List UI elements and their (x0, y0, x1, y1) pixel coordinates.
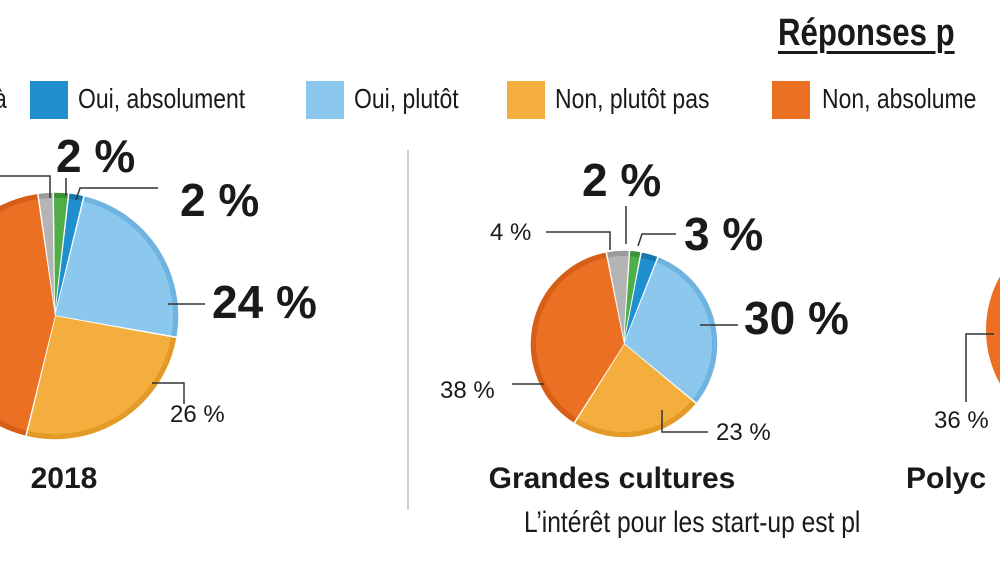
pie3-caption: Polyc (906, 462, 986, 495)
pie3-label-non-absolument: 36 % (934, 407, 989, 434)
pie2-label-sans-reponse: 4 % (490, 219, 531, 246)
pie-chart-polyc (986, 276, 1000, 384)
pie1-label-oui-plutot: 24 % (212, 276, 317, 328)
pie-chart-grandes-cultures (529, 249, 719, 439)
pie2-label-non-absolument: 38 % (440, 377, 495, 404)
pie1-label-oui-absolument: 2 % (180, 174, 259, 226)
pie3-slice-non-absolument (986, 276, 1000, 384)
pie2-label-oui-absolument: 3 % (684, 208, 763, 260)
legend-label: Non, plutôt pas (555, 83, 710, 114)
pie2-slice-inner-non-absolument (536, 257, 624, 419)
chart-title: Réponses p (778, 12, 955, 54)
pie2-leader-sans-reponse (546, 231, 611, 250)
legend: à Oui, absolument Oui, plutôt Non, plutô… (0, 78, 1000, 124)
pie2-caption: Grandes cultures (489, 462, 736, 495)
legend-swatch (306, 81, 344, 119)
pie1-slice-inner-deja (54, 197, 68, 316)
pie2-leader-non-plutot-pas (661, 410, 708, 433)
pie2-slice-inner-sans-reponse (607, 256, 629, 344)
pie2-label-non-plutot-pas: 23 % (716, 419, 771, 446)
pie1-slice-inner-oui-plutot (55, 201, 173, 336)
legend-swatch (772, 81, 810, 119)
pie3-leader-non-absolument (965, 333, 994, 402)
legend-label: à (0, 83, 7, 115)
pie-chart-2018 (0, 191, 180, 441)
pie2-slice-inner-oui-plutot (624, 262, 712, 400)
pie1-slice-inner-non-plutot-pas (28, 316, 172, 435)
legend-swatch (30, 81, 68, 119)
pie1-caption: 2018 (31, 462, 98, 495)
pie1-label-non-plutot-pas: 26 % (170, 401, 225, 428)
pie1-leader-non-plutot-pas (152, 382, 185, 404)
pie1-leader-oui-absolument (75, 187, 158, 201)
pie2-slice-inner-non-plutot-pas (577, 344, 692, 432)
legend-label: Oui, plutôt (354, 83, 459, 114)
legend-label: Non, absolume (822, 83, 977, 114)
legend-swatch (507, 81, 545, 119)
pie1-label-deja: 2 % (56, 130, 135, 182)
legend-label: Oui, absolument (78, 83, 246, 114)
pie1-slice-inner-non-absolument (0, 199, 55, 431)
pie1-leader-sans-reponse (0, 175, 51, 198)
pie2-label-deja: 2 % (582, 154, 661, 206)
pie2-label-oui-plutot: 30 % (744, 292, 849, 344)
pie2-leader-oui-absolument (637, 233, 676, 247)
footer-note: L’intérêt pour les start-up est pl (524, 506, 861, 539)
